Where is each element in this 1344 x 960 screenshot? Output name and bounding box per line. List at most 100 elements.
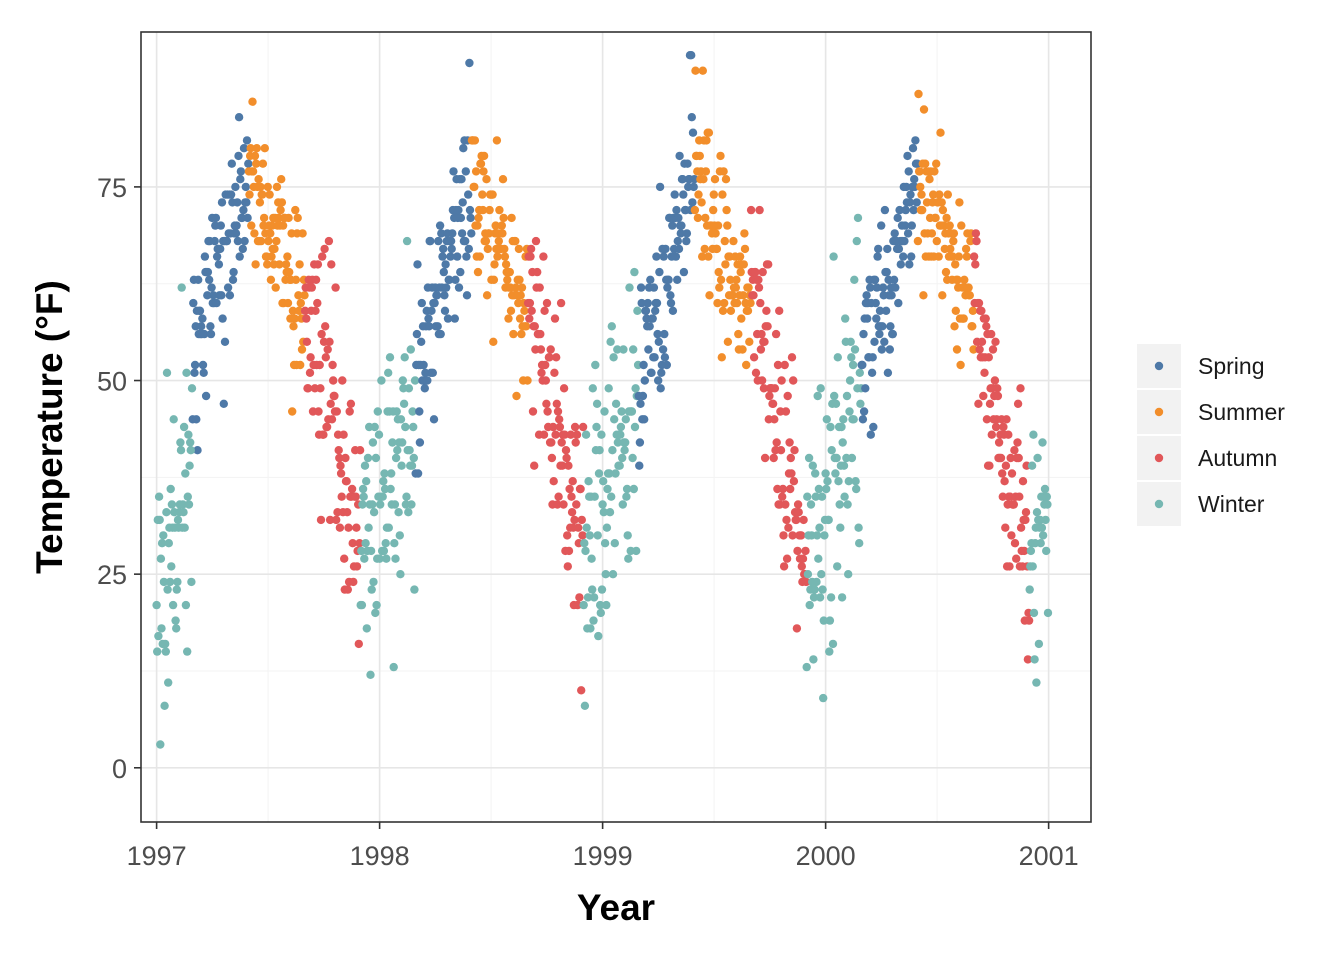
point-autumn (533, 267, 542, 277)
point-spring (677, 221, 686, 230)
point-autumn (567, 508, 577, 517)
point-autumn (354, 639, 363, 649)
point-spring (236, 175, 245, 184)
point-autumn (778, 484, 788, 494)
point-winter (183, 492, 192, 501)
point-winter (630, 267, 639, 277)
point-summer (941, 267, 951, 277)
point-autumn (1016, 384, 1025, 393)
point-summer (489, 275, 499, 284)
point-winter (588, 384, 597, 393)
point-winter (172, 585, 181, 594)
point-autumn (998, 469, 1007, 478)
point-winter (153, 647, 162, 656)
point-winter (1030, 655, 1039, 664)
point-winter (384, 368, 393, 377)
point-autumn (1000, 477, 1009, 486)
point-autumn (530, 322, 539, 331)
point-spring (209, 291, 218, 300)
point-winter (581, 430, 591, 439)
point-spring (636, 283, 646, 292)
x-tick-label: 1998 (350, 841, 410, 871)
point-spring (878, 322, 887, 331)
point-autumn (757, 376, 767, 385)
point-summer (718, 306, 728, 315)
point-spring (900, 221, 910, 230)
point-winter (595, 446, 604, 455)
point-spring (440, 291, 449, 300)
point-summer (501, 260, 511, 269)
point-spring (636, 399, 645, 408)
point-autumn (337, 492, 346, 501)
point-autumn (781, 500, 790, 509)
point-spring (687, 51, 696, 60)
point-autumn (536, 345, 546, 354)
point-winter (849, 415, 858, 424)
point-autumn (322, 422, 332, 432)
point-spring (467, 229, 476, 238)
point-summer (499, 213, 508, 223)
point-spring (859, 329, 868, 339)
point-summer (952, 345, 962, 354)
plot-border (140, 31, 1092, 823)
point-winter (186, 446, 195, 455)
point-winter (394, 508, 403, 517)
point-autumn (325, 337, 334, 346)
point-autumn (779, 562, 789, 571)
point-winter (157, 624, 166, 633)
point-winter (592, 399, 602, 408)
point-winter (408, 407, 417, 416)
point-winter (179, 508, 188, 517)
point-summer (704, 128, 714, 137)
point-summer (957, 221, 966, 230)
point-winter (1027, 461, 1037, 470)
point-winter (594, 631, 603, 641)
point-winter (395, 531, 404, 540)
point-spring (436, 329, 445, 339)
point-autumn (1015, 492, 1024, 501)
point-summer (491, 221, 500, 230)
point-summer (484, 229, 494, 238)
point-spring (904, 167, 913, 176)
point-autumn (329, 376, 338, 385)
point-autumn (1009, 500, 1018, 509)
point-spring (229, 267, 238, 277)
point-winter (607, 322, 616, 331)
point-summer (731, 283, 740, 292)
point-summer (509, 329, 518, 339)
point-autumn (1010, 446, 1019, 455)
point-autumn (1021, 515, 1030, 525)
point-winter (1038, 438, 1047, 447)
x-tick-label: 2000 (796, 841, 856, 871)
point-winter (397, 461, 406, 470)
point-spring (673, 275, 682, 284)
point-winter (624, 554, 633, 563)
point-summer (271, 283, 280, 292)
point-winter (162, 368, 172, 377)
point-summer (962, 252, 971, 261)
point-autumn (316, 384, 325, 393)
point-summer (949, 229, 959, 238)
point-winter (598, 500, 607, 509)
point-summer (732, 298, 742, 308)
point-spring (662, 360, 671, 370)
point-spring (858, 415, 868, 424)
point-autumn (554, 492, 563, 501)
point-summer (745, 337, 754, 346)
point-spring (195, 306, 205, 315)
point-summer (248, 167, 258, 176)
point-spring (903, 229, 913, 238)
point-summer (918, 205, 927, 215)
point-winter (373, 407, 382, 416)
point-spring (438, 252, 447, 261)
point-spring (205, 275, 214, 284)
point-winter (834, 477, 843, 486)
point-summer (494, 236, 503, 246)
point-summer (470, 136, 480, 145)
point-winter (1042, 546, 1051, 556)
point-autumn (770, 384, 780, 393)
point-autumn (756, 298, 765, 308)
point-spring (225, 291, 235, 300)
point-winter (855, 368, 864, 377)
point-spring (211, 213, 221, 223)
